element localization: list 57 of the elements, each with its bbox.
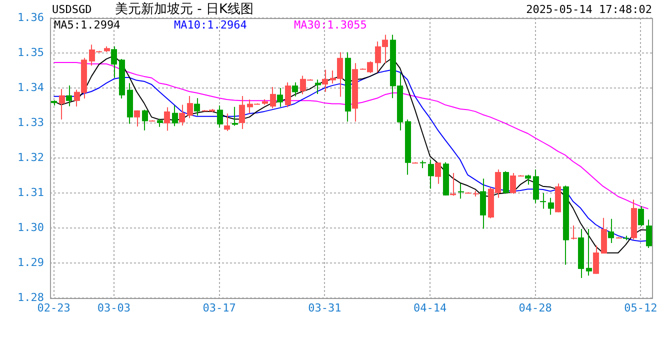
candlestick (277, 88, 283, 108)
candlestick (164, 106, 170, 132)
candlestick (187, 96, 193, 119)
y-tick-label: 1.29 (18, 256, 44, 269)
candlestick (428, 159, 434, 190)
x-tick-label: 04-14 (413, 301, 447, 314)
candlestick (59, 88, 65, 120)
candlestick (638, 206, 644, 227)
candlestick (224, 113, 230, 132)
chart-title: 美元新加坡元 - 日K线图 (115, 1, 254, 18)
candlestick (510, 172, 516, 194)
y-tick-label: 1.34 (18, 80, 44, 94)
candlestick (179, 104, 185, 126)
text: MA5:1.2994 (54, 18, 121, 32)
y-tick-label: 1.35 (18, 46, 44, 59)
candlestick (458, 183, 464, 200)
candlestick (646, 219, 652, 248)
y-tick-label: 1.31 (18, 186, 44, 199)
candlestick (232, 106, 238, 126)
candlestick (285, 82, 291, 108)
y-tick-label: 1.33 (18, 116, 44, 129)
candlestick (533, 169, 539, 204)
candlestick (525, 174, 531, 186)
y-tick-label: 1.30 (18, 220, 44, 234)
candlestick (111, 46, 117, 78)
x-tick-label: 02-23 (37, 301, 70, 314)
candlestick (548, 197, 554, 216)
text: MA30:1.3055 (294, 18, 367, 32)
candlestick (435, 162, 441, 184)
candlestick (322, 69, 328, 92)
candlestick (450, 172, 456, 196)
candlestick (217, 105, 223, 128)
candlestick (172, 105, 178, 127)
candlestick (142, 109, 148, 131)
x-tick-label: 05-12 (624, 301, 658, 314)
y-tick-label: 1.28 (18, 290, 44, 304)
x-tick-label: 03-03 (97, 301, 131, 314)
candlestick (540, 192, 546, 210)
candlestick (503, 170, 509, 194)
x-tick-label: 04-28 (518, 301, 552, 314)
candlestick (239, 96, 245, 130)
candlestick (134, 110, 140, 127)
y-tick-label: 1.32 (18, 150, 44, 164)
x-tick-label: 03-17 (202, 301, 236, 314)
candlestick (66, 85, 72, 107)
candlestick (593, 245, 599, 274)
text: 2025-05-14 17:48:02 (526, 3, 652, 16)
candlestick (586, 228, 592, 276)
text: MA10:1.2964 (174, 18, 248, 32)
candlestick (270, 86, 276, 109)
y-tick-label: 1.36 (18, 10, 44, 24)
candlestick (608, 218, 614, 244)
candlestick (194, 98, 200, 116)
text: USDSGD (52, 3, 92, 16)
candlestick (292, 82, 298, 97)
candlestick (571, 225, 577, 240)
x-tick-label: 03-31 (308, 301, 342, 314)
